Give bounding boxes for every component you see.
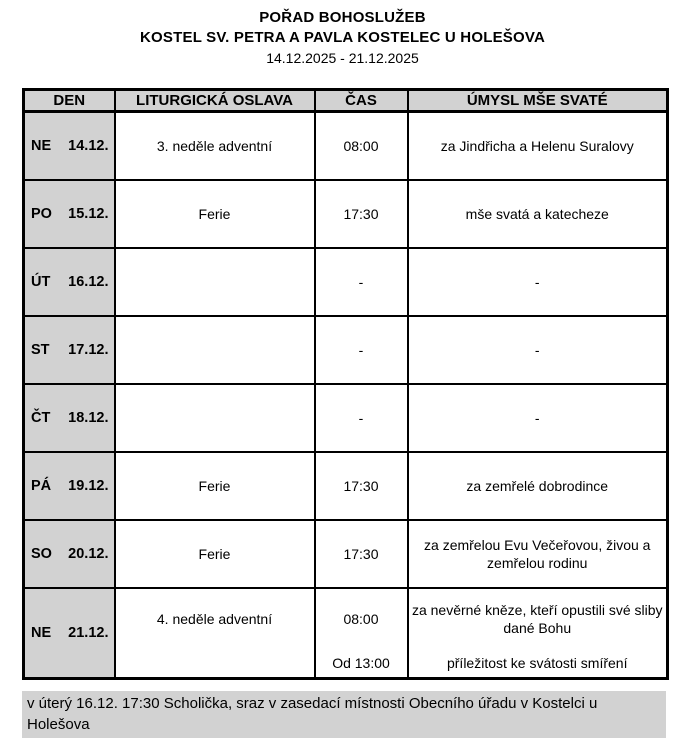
time-secondary: Od 13:00 bbox=[332, 655, 390, 671]
day-date: 14.12. bbox=[68, 138, 109, 154]
day-cell: ÚT 16.12. bbox=[22, 247, 116, 317]
celebration-secondary bbox=[117, 649, 313, 677]
celebration-text: 4. neděle adventní bbox=[156, 611, 273, 627]
day-cell: ČT 18.12. bbox=[22, 383, 116, 453]
day-date: 18.12. bbox=[68, 410, 109, 426]
intention-cell: za zemřelé dobrodince bbox=[406, 451, 669, 521]
time-cell: 08:00 bbox=[313, 110, 409, 181]
table-row: ČT 18.12. - - bbox=[22, 383, 669, 453]
church-name: KOSTEL SV. PETRA A PAVLA KOSTELEC U HOLE… bbox=[140, 29, 545, 46]
day-abbrev: SO bbox=[31, 546, 52, 562]
intention-cell: - bbox=[406, 383, 669, 453]
time-cell: 17:30 bbox=[313, 451, 409, 521]
time-cell: 08:00 Od 13:00 bbox=[313, 587, 409, 680]
table-row: ÚT 16.12. - - bbox=[22, 247, 669, 317]
footer-note: v úterý 16.12. 17:30 Scholička, sraz v z… bbox=[22, 691, 666, 738]
celebration-cell: Ferie bbox=[113, 179, 316, 249]
table-row: NE 21.12. 4. neděle adventní 08:00 Od 13… bbox=[22, 587, 669, 680]
day-cell: ST 17.12. bbox=[22, 315, 116, 385]
day-cell: SO 20.12. bbox=[22, 519, 116, 589]
day-abbrev: ÚT bbox=[31, 274, 51, 290]
day-abbrev: PÁ bbox=[31, 478, 52, 494]
day-date: 19.12. bbox=[68, 478, 109, 494]
intention-primary: za nevěrné kněze, kteří opustili své sli… bbox=[411, 602, 663, 636]
table-row: NE 14.12. 3. neděle adventní 08:00 za Ji… bbox=[22, 110, 669, 181]
time-cell: 17:30 bbox=[313, 179, 409, 249]
celebration-cell bbox=[113, 315, 316, 385]
day-cell: PO 15.12. bbox=[22, 179, 116, 249]
schedule-table: DEN LITURGICKÁ OSLAVA ČAS ÚMYSL MŠE SVAT… bbox=[22, 88, 669, 680]
column-header-intention: ÚMYSL MŠE SVATÉ bbox=[406, 88, 669, 113]
table-row: PÁ 19.12. Ferie 17:30 za zemřelé dobrodi… bbox=[22, 451, 669, 521]
intention-secondary: příležitost ke svátosti smíření bbox=[446, 655, 628, 671]
day-date: 16.12. bbox=[68, 274, 109, 290]
column-header-day: DEN bbox=[22, 88, 116, 113]
day-cell: NE 21.12. bbox=[22, 587, 116, 680]
table-header-row: DEN LITURGICKÁ OSLAVA ČAS ÚMYSL MŠE SVAT… bbox=[22, 88, 669, 113]
day-date: 21.12. bbox=[68, 625, 109, 641]
intention-cell: za Jindřicha a Helenu Suralovy bbox=[406, 110, 669, 181]
time-cell: - bbox=[313, 315, 409, 385]
date-range: 14.12.2025 - 21.12.2025 bbox=[266, 50, 419, 66]
day-abbrev: PO bbox=[31, 206, 52, 222]
document-title: POŘAD BOHOSLUŽEB bbox=[259, 9, 426, 26]
day-abbrev: NE bbox=[31, 625, 52, 641]
table-row: SO 20.12. Ferie 17:30 za zemřelou Evu Ve… bbox=[22, 519, 669, 589]
intention-cell: mše svatá a katecheze bbox=[406, 179, 669, 249]
celebration-cell: Ferie bbox=[113, 519, 316, 589]
day-date: 20.12. bbox=[68, 546, 109, 562]
intention-cell: - bbox=[406, 247, 669, 317]
document-header: POŘAD BOHOSLUŽEB KOSTEL SV. PETRA A PAVL… bbox=[0, 8, 685, 69]
day-abbrev: ST bbox=[31, 342, 50, 358]
table-row: ST 17.12. - - bbox=[22, 315, 669, 385]
time-cell: 17:30 bbox=[313, 519, 409, 589]
intention-cell: - bbox=[406, 315, 669, 385]
day-date: 15.12. bbox=[68, 206, 109, 222]
time-cell: - bbox=[313, 383, 409, 453]
day-cell: NE 14.12. bbox=[22, 110, 116, 181]
celebration-cell: 3. neděle adventní bbox=[113, 110, 316, 181]
celebration-cell: Ferie bbox=[113, 451, 316, 521]
day-abbrev: ČT bbox=[31, 410, 51, 426]
intention-cell: za zemřelou Evu Večeřovou, živou a zemře… bbox=[406, 519, 669, 589]
celebration-cell bbox=[113, 247, 316, 317]
celebration-cell bbox=[113, 383, 316, 453]
table-row: PO 15.12. Ferie 17:30 mše svatá a katech… bbox=[22, 179, 669, 249]
celebration-cell: 4. neděle adventní bbox=[113, 587, 316, 680]
day-abbrev: NE bbox=[31, 138, 52, 154]
day-cell: PÁ 19.12. bbox=[22, 451, 116, 521]
day-date: 17.12. bbox=[68, 342, 109, 358]
intention-cell: za nevěrné kněze, kteří opustili své sli… bbox=[406, 587, 669, 680]
time-primary: 08:00 bbox=[343, 611, 379, 627]
column-header-time: ČAS bbox=[313, 88, 409, 113]
column-header-celebration: LITURGICKÁ OSLAVA bbox=[113, 88, 316, 113]
time-cell: - bbox=[313, 247, 409, 317]
